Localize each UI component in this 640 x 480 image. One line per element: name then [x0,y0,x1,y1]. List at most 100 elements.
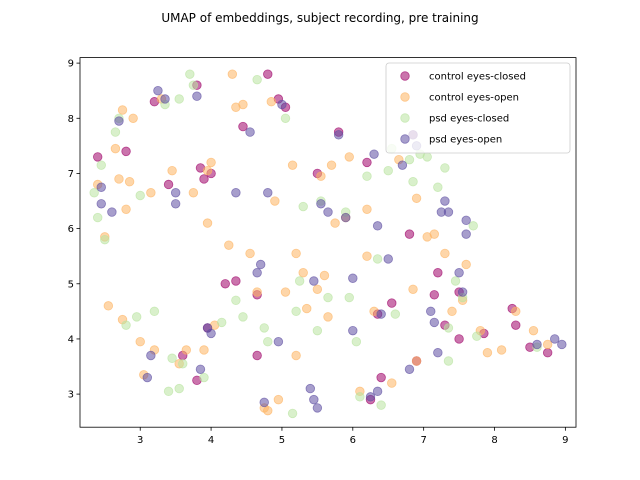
data-point [110,127,121,137]
data-point [217,317,227,328]
legend-entry: psd eyes-closed [400,113,509,125]
data-point [231,295,241,306]
legend: control eyes-closed control eyes-open psd … [385,62,571,154]
x-tick-label: 4 [208,435,214,446]
data-point [206,328,216,339]
data-point [369,149,379,159]
data-point [170,199,181,209]
data-point [496,345,507,355]
legend-label: control eyes-closed [429,72,526,83]
data-point [270,196,280,206]
data-point [323,292,333,303]
data-point [443,356,454,366]
data-point [319,270,330,281]
x-tick-label: 6 [350,435,356,446]
data-point [433,268,443,278]
data-point [316,171,326,181]
data-point [532,339,542,350]
data-point [181,345,191,355]
data-point [188,80,199,90]
data-point [511,306,521,317]
data-point [280,113,291,123]
data-point [344,292,354,303]
data-point [383,165,393,176]
data-point [291,350,301,361]
data-point [178,359,188,369]
data-point [259,323,269,333]
data-point [188,188,199,198]
data-point [238,99,248,110]
chart-title: UMAP of embeddings, subject recording, p… [161,11,478,25]
data-point [387,378,397,388]
data-point [252,287,262,297]
data-point [454,268,464,278]
data-point [227,69,238,79]
data-point [266,97,277,107]
legend-label: control eyes-open [429,93,519,104]
data-point [220,279,230,289]
y-tick-label: 4 [68,334,74,345]
data-point [309,394,319,405]
data-point [224,240,234,250]
data-point [362,251,372,261]
legend-entry: psd eyes-open [400,134,502,146]
series-2 [89,69,542,419]
data-point [440,163,450,173]
x-tick-label: 3 [137,435,143,446]
data-point [114,116,124,126]
y-tick-label: 9 [68,59,74,70]
data-point [305,383,315,394]
data-point [252,350,262,361]
data-point [383,254,393,264]
data-point [89,188,99,198]
data-point [294,276,305,286]
data-point [362,157,372,168]
data-point [121,146,131,157]
data-point [309,276,319,286]
data-point [238,121,248,132]
data-point [252,74,262,85]
data-point [443,323,454,333]
data-point [468,221,478,231]
data-point [440,196,450,206]
data-point [482,348,493,358]
y-tick-label: 5 [68,279,74,290]
y-axis: 3 4 5 6 7 8 9 [68,59,80,401]
data-point [404,364,415,374]
data-point [457,287,468,297]
data-point [238,312,248,322]
data-point [163,179,174,190]
data-point [408,177,418,187]
data-point [199,174,209,184]
legend-label: psd eyes-closed [429,114,509,125]
data-point [387,298,397,308]
data-point [277,99,287,110]
data-point [461,259,471,270]
data-point [202,218,213,228]
data-point [174,383,184,394]
x-tick-label: 7 [420,435,426,446]
data-point [110,143,121,154]
data-point [100,234,110,245]
data-point [422,152,432,162]
data-point [461,215,471,226]
data-point [461,229,471,239]
data-point [231,188,241,198]
x-tick-label: 5 [279,435,285,446]
legend-marker [400,134,410,144]
data-point [550,334,560,344]
data-point [117,105,128,115]
legend-frame [385,62,571,154]
data-point [170,188,181,198]
data-point [355,392,365,402]
data-point [323,207,333,217]
data-point [376,400,386,410]
data-point [96,199,106,209]
data-point [344,152,354,162]
data-point [376,372,386,383]
data-point [511,320,521,330]
data-point [472,331,482,341]
y-tick-label: 3 [68,390,74,401]
series-1 [93,69,553,416]
data-point [411,193,422,203]
